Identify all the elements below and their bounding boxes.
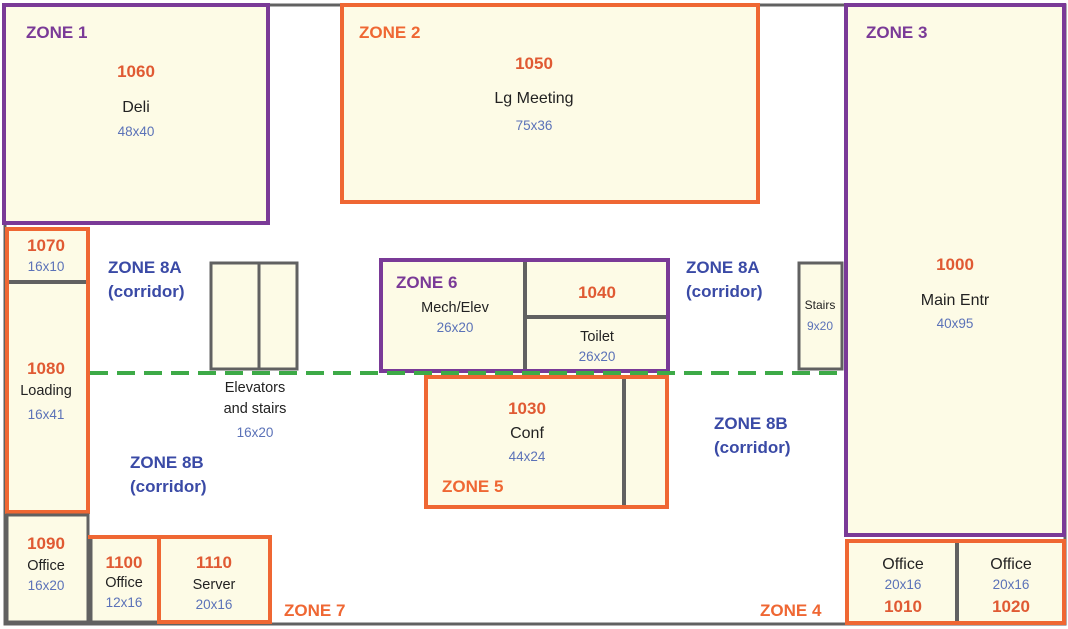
zone2-label: ZONE 2 [359, 23, 420, 42]
room-dims: 26x20 [437, 320, 474, 335]
room-dims: 48x40 [118, 124, 155, 139]
room-name: Server [193, 577, 236, 593]
room-dims: 40x95 [937, 316, 974, 331]
room-number: 1100 [106, 553, 143, 572]
room-name: Office [882, 556, 924, 573]
zone8a-west-sub: (corridor) [108, 282, 185, 301]
zone8b-west-sub: (corridor) [130, 477, 207, 496]
room-1050-lg-meeting [340, 3, 760, 204]
room-1090-office [5, 513, 90, 624]
room-number: 1080 [27, 359, 65, 378]
room-name: Mech/Elev [421, 300, 489, 316]
room-name: Elevators [225, 380, 285, 396]
room-name: Office [105, 575, 143, 591]
elevator-shaft-left [209, 261, 261, 371]
room-number: 1030 [508, 399, 546, 418]
room-dims: 20x16 [885, 577, 922, 592]
room-dims: 16x10 [28, 259, 65, 274]
room-name: Main Entr [921, 292, 990, 309]
zone8b-east-title: ZONE 8B [714, 414, 788, 433]
zone5-label: ZONE 5 [442, 477, 503, 496]
room-dims: 9x20 [807, 319, 833, 333]
room-1030-conf [424, 375, 669, 509]
room-number: 1010 [884, 597, 922, 616]
room-1070-1080-block [5, 227, 90, 514]
room-name: Office [990, 556, 1032, 573]
room-name: Office [27, 558, 65, 574]
room-name: and stairs [224, 401, 287, 417]
room-name: Conf [510, 425, 544, 442]
zone4-label: ZONE 4 [760, 601, 822, 620]
zone8a-west-title: ZONE 8A [108, 258, 182, 277]
room-name: Stairs [805, 298, 836, 312]
zone8b-east-sub: (corridor) [714, 438, 791, 457]
zone8b-west-title: ZONE 8B [130, 453, 204, 472]
room-dims: 44x24 [509, 449, 546, 464]
zone6-label: ZONE 6 [396, 273, 457, 292]
room-dims: 75x36 [516, 118, 553, 133]
room-dims: 26x20 [579, 349, 616, 364]
room-number: 1040 [578, 283, 616, 302]
room-1000-main-entr [844, 3, 1066, 537]
room-number: 1070 [27, 236, 65, 255]
room-dims: 12x16 [106, 595, 143, 610]
zone8a-east-title: ZONE 8A [686, 258, 760, 277]
room-dims: 16x20 [237, 425, 274, 440]
zone7-label: ZONE 7 [284, 601, 345, 620]
room-1060-deli [2, 3, 270, 225]
room-name: Toilet [580, 329, 614, 345]
zone1-label: ZONE 1 [26, 23, 87, 42]
room-dims: 16x20 [28, 578, 65, 593]
room-dims: 16x41 [28, 407, 65, 422]
room-1100-office [89, 535, 161, 624]
room-number: 1000 [936, 255, 974, 274]
room-number: 1020 [992, 597, 1030, 616]
zone8a-east-sub: (corridor) [686, 282, 763, 301]
room-number: 1050 [515, 54, 553, 73]
room-1110-server [157, 535, 272, 624]
room-number: 1110 [196, 553, 232, 572]
room-dims: 20x16 [993, 577, 1030, 592]
room-name: Loading [20, 383, 72, 399]
room-number: 1060 [117, 62, 155, 81]
room-name: Deli [122, 99, 150, 116]
room-dims: 20x16 [196, 597, 233, 612]
room-number: 1090 [27, 534, 65, 553]
room-name: Lg Meeting [494, 90, 573, 107]
stairs-east [797, 261, 844, 371]
zone3-label: ZONE 3 [866, 23, 927, 42]
elevator-shaft-right [257, 261, 299, 371]
